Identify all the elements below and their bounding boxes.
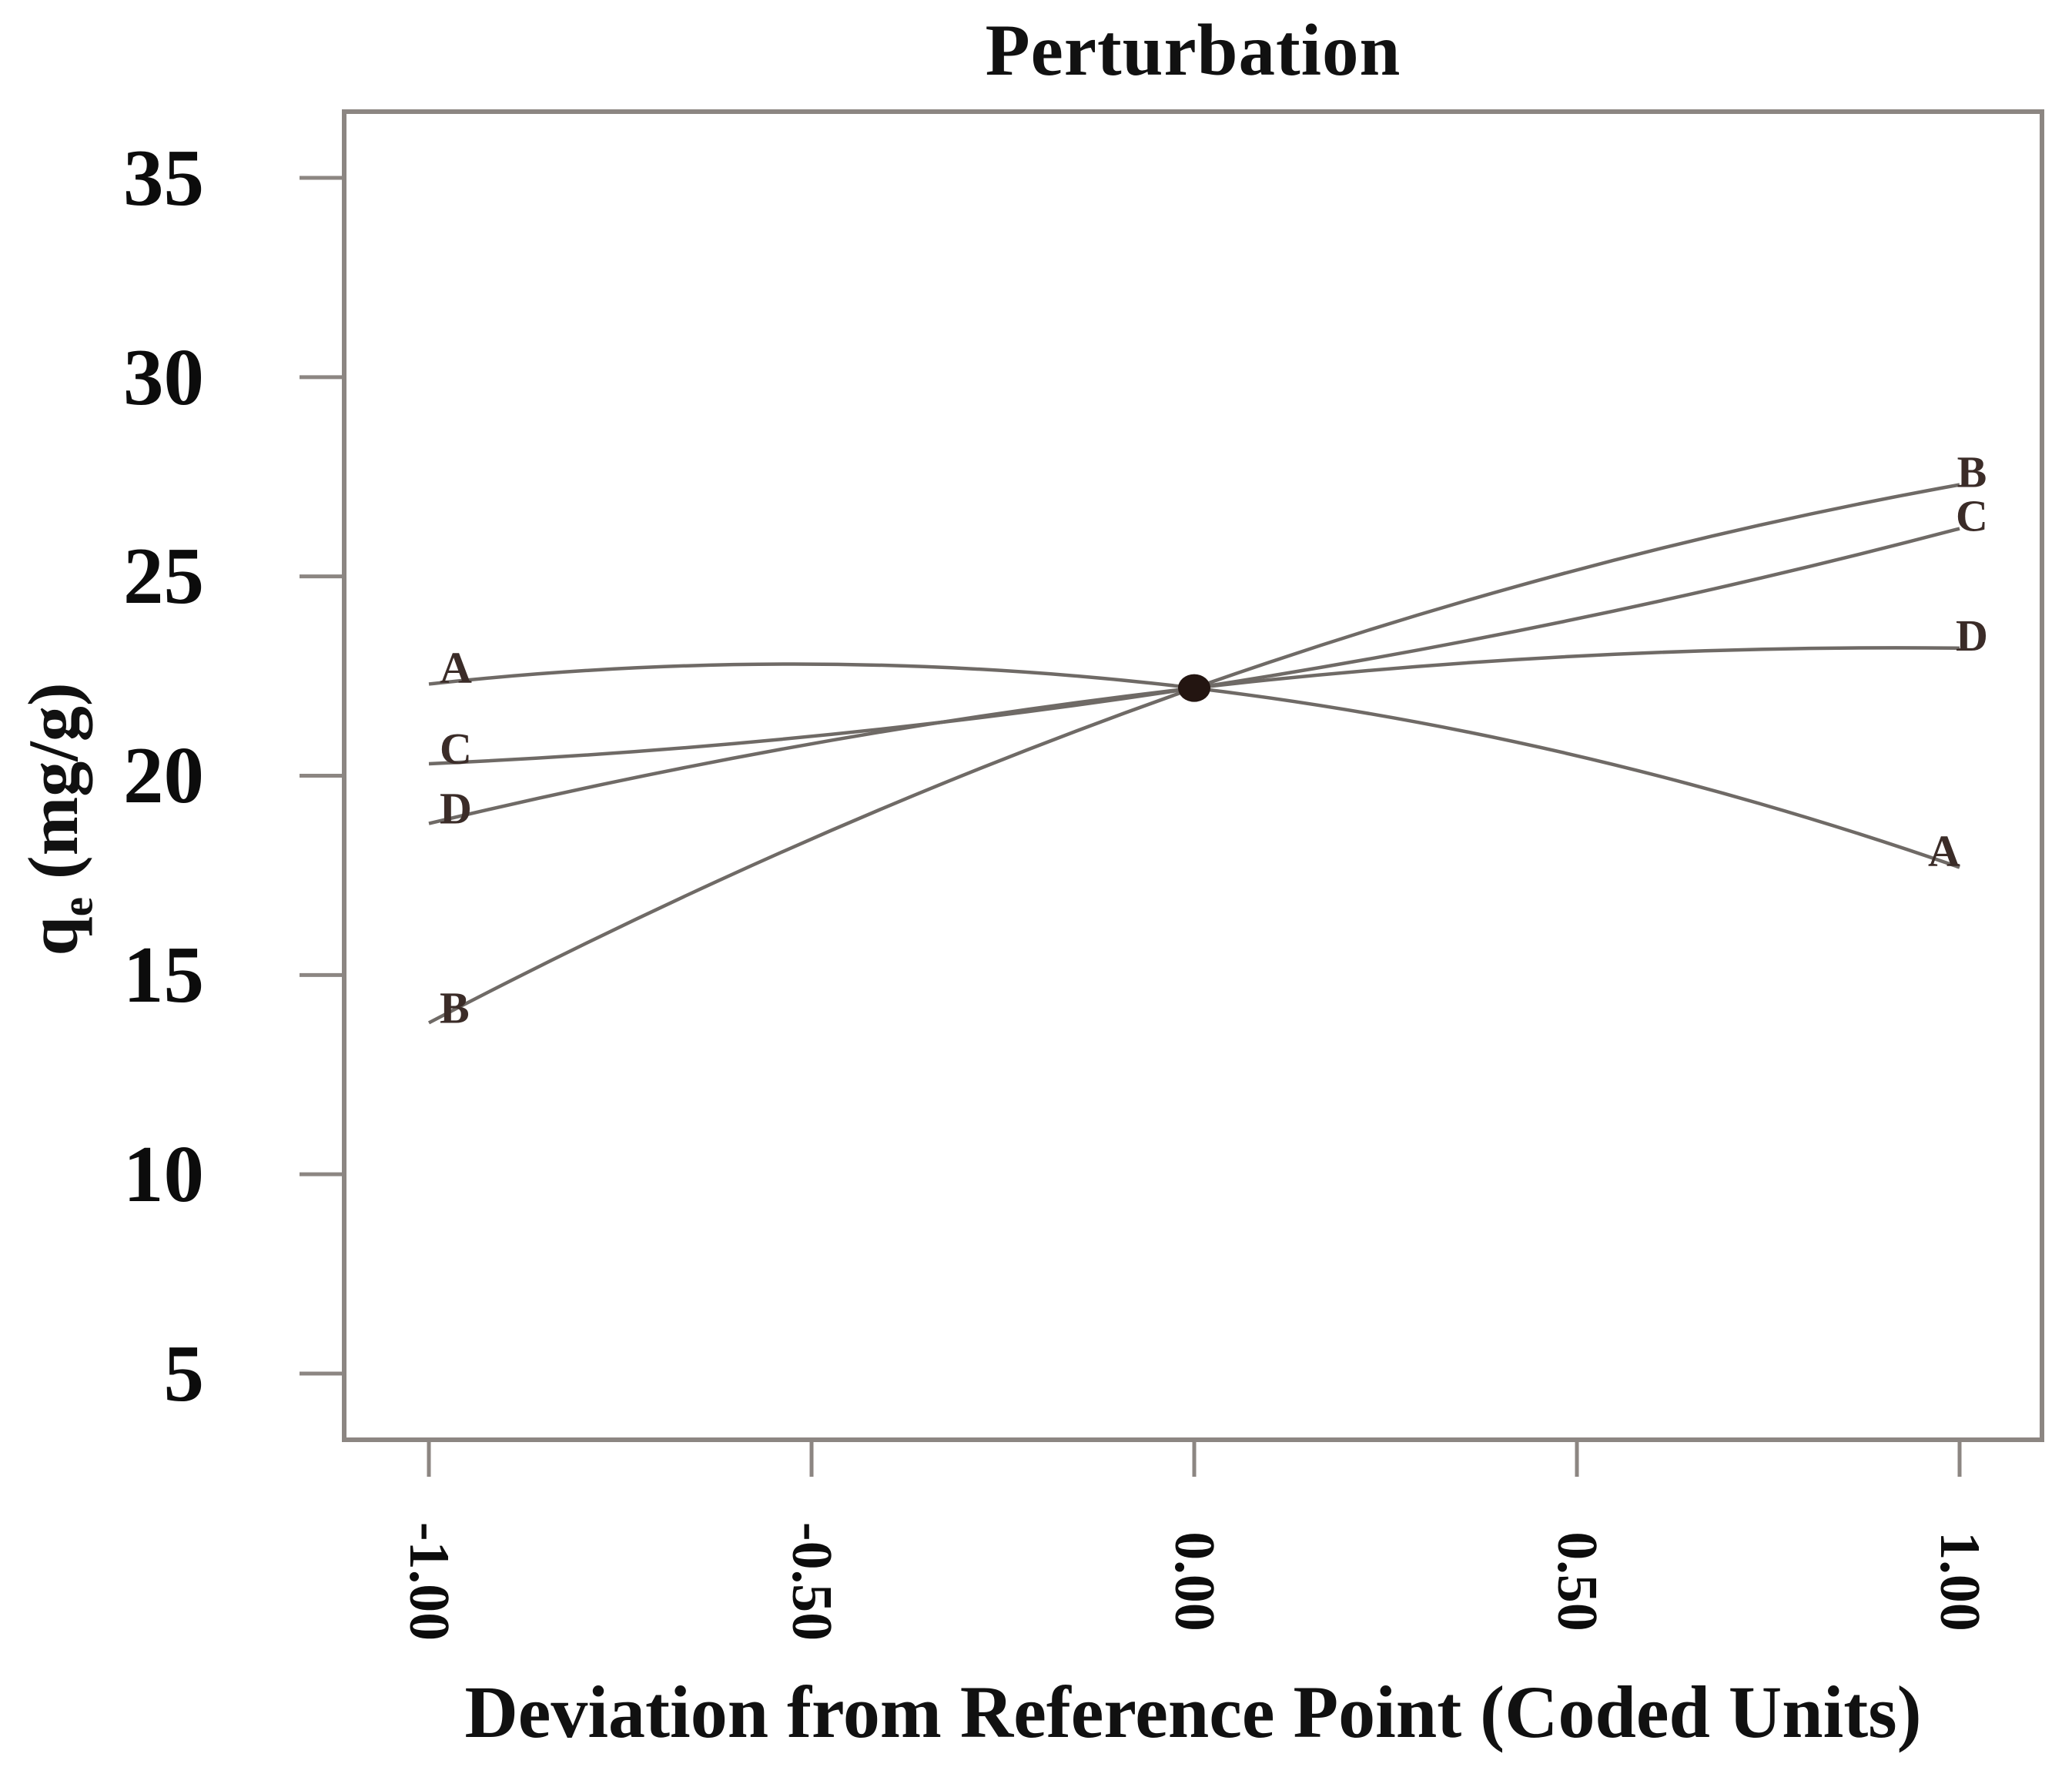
- y-tick-label-15: 15: [123, 929, 204, 1019]
- plot-frame: [342, 109, 2044, 1442]
- y-tick-label-35: 35: [123, 132, 204, 223]
- y-tick-label-5: 5: [163, 1328, 205, 1418]
- y-tick-label-10: 10: [123, 1129, 204, 1219]
- y-tick-label-30: 30: [123, 332, 204, 422]
- curve-label-A-right: A: [1928, 826, 1960, 876]
- curve-label-B-left: B: [440, 982, 470, 1032]
- curve-B: [427, 483, 1960, 1025]
- y-tick-label-25: 25: [123, 530, 204, 621]
- reference-point-dot: [1178, 674, 1210, 702]
- curve-C: [428, 527, 1960, 766]
- chart-title: Perturbation: [985, 9, 1401, 91]
- curve-label-B-right: B: [1957, 447, 1987, 497]
- y-tick-label-20: 20: [123, 730, 204, 820]
- curve-label-C-right: C: [1956, 491, 1988, 541]
- curve-label-C-left: C: [440, 724, 472, 774]
- curve-label-D-right: D: [1956, 611, 1988, 661]
- curve-label-A-left: A: [440, 642, 472, 692]
- curve-label-D-left: D: [440, 784, 472, 834]
- x-axis-title: Deviation from Reference Point (Coded Un…: [464, 1671, 1922, 1753]
